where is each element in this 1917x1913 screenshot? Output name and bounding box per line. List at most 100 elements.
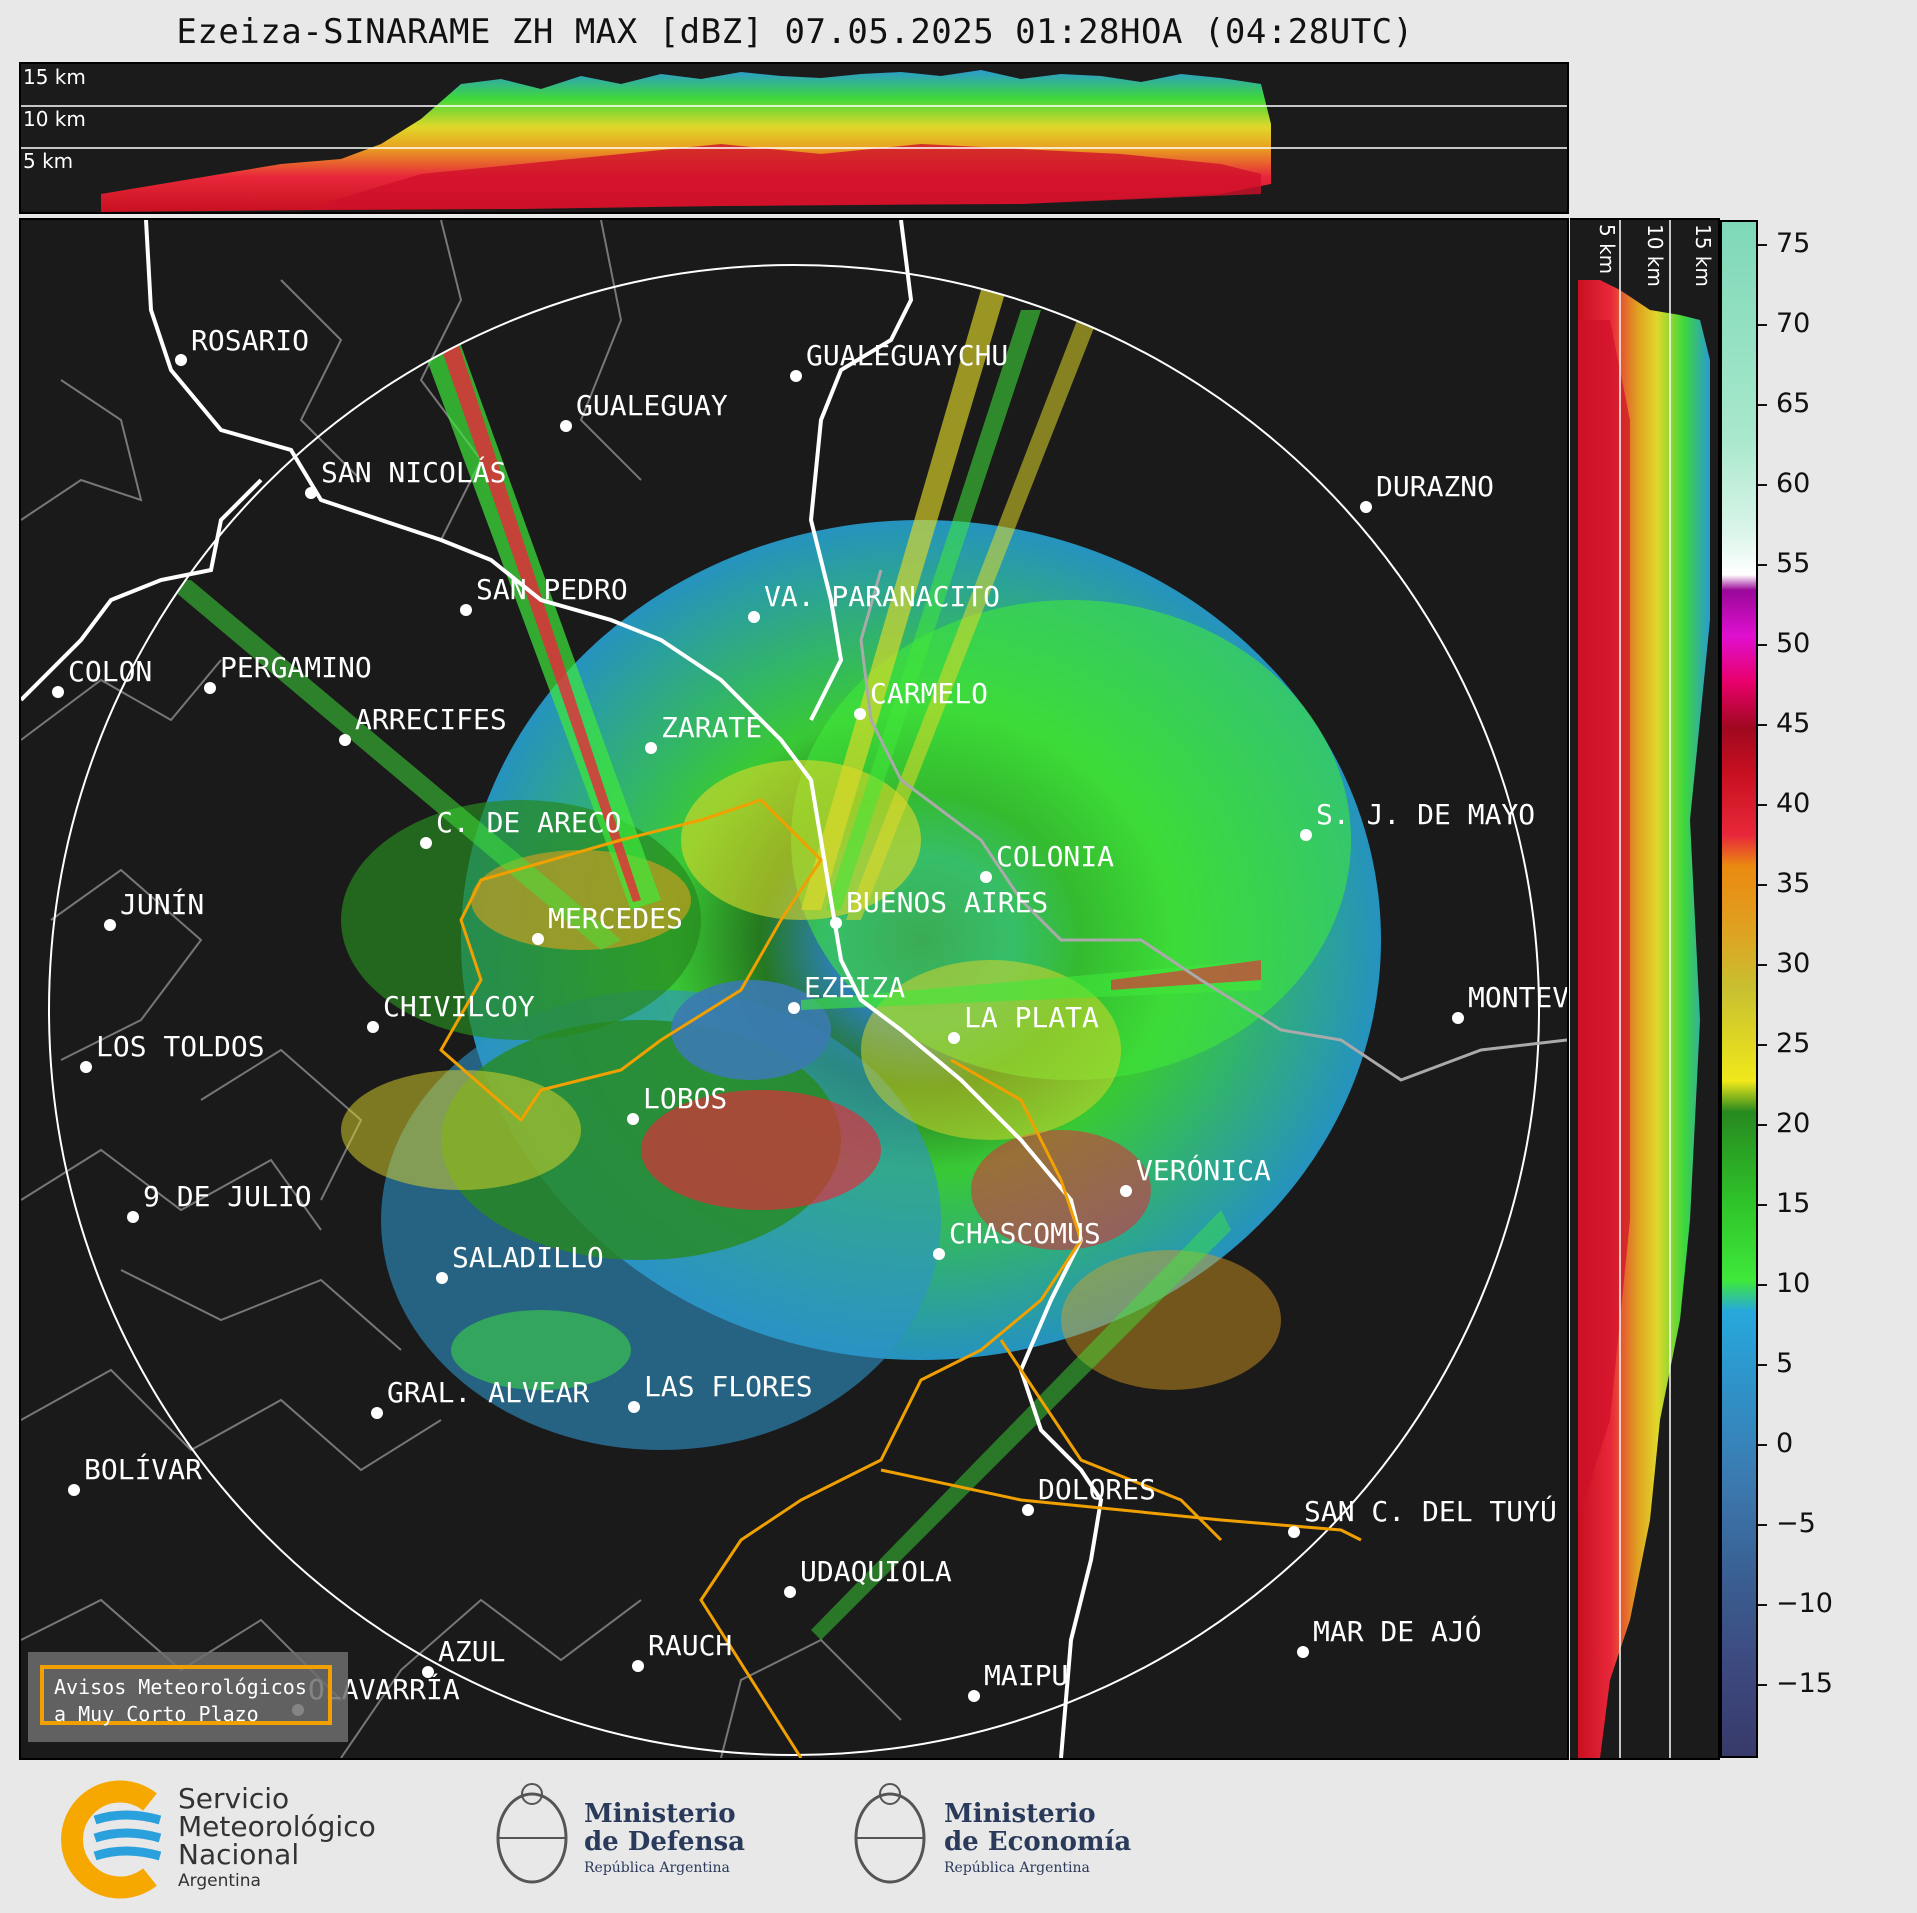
city-mercedes: MERCEDES <box>532 902 683 945</box>
svg-text:COLON: COLON <box>68 655 152 688</box>
city-rauch: RAUCH <box>632 1629 732 1672</box>
smn-line2: Meteorológico <box>178 1810 376 1843</box>
colorbar-tick: 0 <box>1758 1428 1793 1459</box>
economia-line2: de Economía <box>944 1827 1131 1857</box>
city-gral-alvear: GRAL. ALVEAR <box>371 1376 589 1419</box>
colorbar-tick: 5 <box>1758 1348 1793 1379</box>
warnings-legend-frame: Avisos Meteorológicos a Muy Corto Plazo <box>40 1665 332 1726</box>
city-va-paranacito: VA. PARANACITO <box>748 580 1000 623</box>
coastline <box>21 220 1104 1758</box>
chart-title: Ezeiza-SINARAME ZH MAX [dBZ] 07.05.2025 … <box>176 12 1414 52</box>
svg-text:JUNÍN: JUNÍN <box>120 887 204 921</box>
svg-text:GUALEGUAYCHU: GUALEGUAYCHU <box>806 339 1008 372</box>
economia-line1: Ministerio <box>944 1799 1096 1829</box>
footer-logos: Servicio Meteorológico Nacional Argentin… <box>0 1762 1917 1909</box>
colorbar-tick: 10 <box>1758 1268 1810 1299</box>
warning-outline <box>439 798 1362 1758</box>
svg-text:UDAQUIOLA: UDAQUIOLA <box>800 1555 952 1588</box>
defensa-line1: Ministerio <box>584 1799 736 1829</box>
radar-echoes <box>161 290 1381 1640</box>
svg-text:C. DE ARECO: C. DE ARECO <box>436 806 621 839</box>
smn-line1: Servicio <box>178 1782 289 1815</box>
city-saladillo: SALADILLO <box>436 1241 604 1284</box>
svg-text:SAN C. DEL TUYÚ: SAN C. DEL TUYÚ <box>1304 1494 1557 1528</box>
city-ezeiza: EZEIZA <box>788 971 905 1014</box>
city-udaquiola: UDAQUIOLA <box>784 1555 952 1598</box>
city-pergamino: PERGAMINO <box>204 651 372 694</box>
svg-text:ROSARIO: ROSARIO <box>191 324 309 357</box>
city-durazno: DURAZNO <box>1360 470 1494 513</box>
city-las-flores: LAS FLORES <box>628 1370 813 1413</box>
defensa-logo: Ministerio de Defensa República Argentin… <box>496 1783 745 1884</box>
admin-borders <box>21 220 902 1758</box>
svg-text:SAN NICOLÁS: SAN NICOLÁS <box>321 455 506 489</box>
city-rosario: ROSARIO <box>175 324 309 366</box>
city-gualeguaychu: GUALEGUAYCHU <box>790 339 1008 382</box>
altitude-label-right-15km: 15 km <box>1691 224 1715 287</box>
city-dolores: DOLORES <box>1022 1473 1156 1516</box>
defensa-line3: República Argentina <box>584 1860 730 1876</box>
svg-text:DOLORES: DOLORES <box>1038 1473 1156 1506</box>
city-colonia: COLONIA <box>980 840 1114 883</box>
svg-text:LA PLATA: LA PLATA <box>964 1001 1099 1034</box>
svg-text:EZEIZA: EZEIZA <box>804 971 905 1004</box>
city-gualeguay: GUALEGUAY <box>560 389 728 432</box>
altitude-label-10km: 10 km <box>23 107 86 131</box>
colorbar-tick: 45 <box>1758 708 1810 739</box>
right-cross-section: 5 km 10 km 15 km <box>1570 218 1720 1760</box>
city-buenos-aires: BUENOS AIRES <box>830 886 1048 929</box>
top-cross-section-plot: 15 km 10 km 5 km <box>21 65 1567 212</box>
svg-text:LOS TOLDOS: LOS TOLDOS <box>96 1030 265 1063</box>
warnings-legend-line2: a Muy Corto Plazo <box>54 1702 259 1726</box>
colorbar-ticks: 75 70 65 60 55 50 45 40 35 30 25 20 15 1… <box>1758 220 1908 1758</box>
smn-line3: Nacional <box>178 1838 299 1871</box>
radar-map: ROSARIO GUALEGUAYCHU GUALEGUAY SAN NICOL… <box>19 218 1569 1760</box>
altitude-label-right-5km: 5 km <box>1595 224 1619 274</box>
city-sj-de-mayo: S. J. DE MAYO <box>1300 798 1535 841</box>
city-colon: COLON <box>52 655 152 698</box>
city-veronica: VERÓNICA <box>1120 1153 1271 1197</box>
svg-text:GUALEGUAY: GUALEGUAY <box>576 389 728 422</box>
uruguay-border <box>859 569 1567 1082</box>
defensa-line2: de Defensa <box>584 1827 745 1857</box>
city-maipu: MAIPU <box>968 1659 1068 1702</box>
economia-logo: Ministerio de Economía República Argenti… <box>854 1783 1131 1884</box>
svg-text:9 DE JULIO: 9 DE JULIO <box>143 1180 312 1213</box>
colorbar-tick: 15 <box>1758 1188 1810 1219</box>
colorbar-tick: 60 <box>1758 468 1810 499</box>
colorbar-tick: 55 <box>1758 548 1810 579</box>
colorbar-tick: 40 <box>1758 788 1810 819</box>
colorbar-tick: −10 <box>1758 1588 1833 1619</box>
colorbar-tick: 25 <box>1758 1028 1810 1059</box>
city-c-de-areco: C. DE ARECO <box>420 806 621 849</box>
svg-text:ARRECIFES: ARRECIFES <box>355 703 507 736</box>
altitude-label-15km: 15 km <box>23 65 86 89</box>
city-arrecifes: ARRECIFES <box>339 703 507 746</box>
colorbar-tick: 35 <box>1758 868 1810 899</box>
city-los-toldos: LOS TOLDOS <box>80 1030 265 1073</box>
svg-text:GRAL. ALVEAR: GRAL. ALVEAR <box>387 1376 589 1409</box>
svg-text:LOBOS: LOBOS <box>643 1082 727 1115</box>
svg-text:AZUL: AZUL <box>438 1635 505 1668</box>
economia-line3: República Argentina <box>944 1860 1090 1876</box>
svg-text:BUENOS AIRES: BUENOS AIRES <box>846 886 1048 919</box>
city-markers: ROSARIO GUALEGUAYCHU GUALEGUAY SAN NICOL… <box>52 324 1567 1716</box>
city-san-pedro: SAN PEDRO <box>460 573 628 616</box>
svg-text:ZARATE: ZARATE <box>661 711 762 744</box>
city-azul: AZUL <box>422 1635 505 1678</box>
city-san-nicolas: SAN NICOLÁS <box>305 455 506 499</box>
svg-text:MERCEDES: MERCEDES <box>548 902 683 935</box>
altitude-label-right-10km: 10 km <box>1643 224 1667 287</box>
range-ring <box>48 264 1540 1756</box>
city-chivilcoy: CHIVILCOY <box>367 990 535 1033</box>
svg-text:COLONIA: COLONIA <box>996 840 1114 873</box>
city-bolivar: BOLÍVAR <box>68 1452 202 1496</box>
svg-text:VERÓNICA: VERÓNICA <box>1136 1153 1271 1187</box>
svg-text:S. J. DE MAYO: S. J. DE MAYO <box>1316 798 1535 831</box>
svg-text:MAIPU: MAIPU <box>984 1659 1068 1692</box>
smn-line4: Argentina <box>178 1871 261 1891</box>
city-carmelo: CARMELO <box>854 677 988 720</box>
colorbar-tick: 75 <box>1758 228 1810 259</box>
altitude-label-5km: 5 km <box>23 149 73 173</box>
svg-text:SALADILLO: SALADILLO <box>452 1241 604 1274</box>
